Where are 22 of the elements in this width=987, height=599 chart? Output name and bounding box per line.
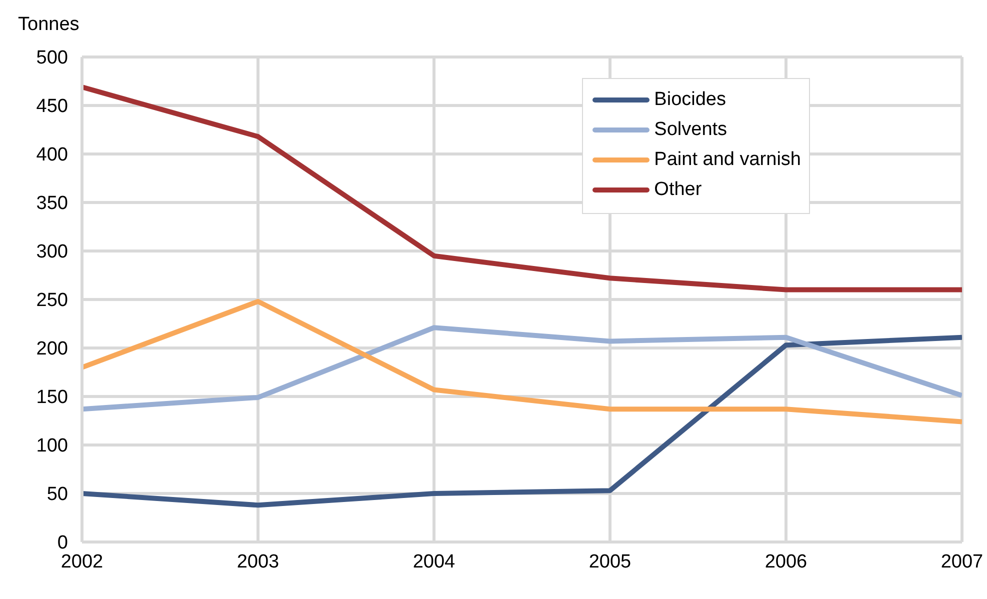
x-tick-label: 2003 [236, 551, 280, 572]
x-tick-label: 2007 [940, 551, 984, 572]
y-tick-label: 100 [36, 436, 68, 457]
y-tick-label: 150 [36, 387, 68, 408]
y-tick-label: 50 [46, 484, 68, 506]
y-tick-label: 450 [36, 96, 68, 118]
y-tick-label: 200 [36, 338, 68, 360]
y-tick-label: 350 [36, 193, 68, 214]
y-axis-title: Tonnes [18, 14, 80, 36]
legend-label: Other [654, 179, 702, 201]
x-tick-label: 2002 [60, 551, 104, 572]
y-tick-label: 0 [57, 532, 68, 554]
y-tick-label: 500 [36, 48, 68, 69]
y-tick-label: 250 [36, 290, 68, 312]
x-tick-label: 2004 [412, 551, 456, 572]
y-tick-label: 300 [36, 242, 68, 263]
legend-label: Solvents [654, 119, 728, 141]
x-tick-label: 2005 [588, 551, 632, 572]
legend-label: Biocides [654, 89, 726, 111]
y-tick-label: 400 [36, 144, 68, 166]
x-tick-label: 2006 [764, 551, 808, 572]
legend-label: Paint and varnish [654, 149, 801, 171]
